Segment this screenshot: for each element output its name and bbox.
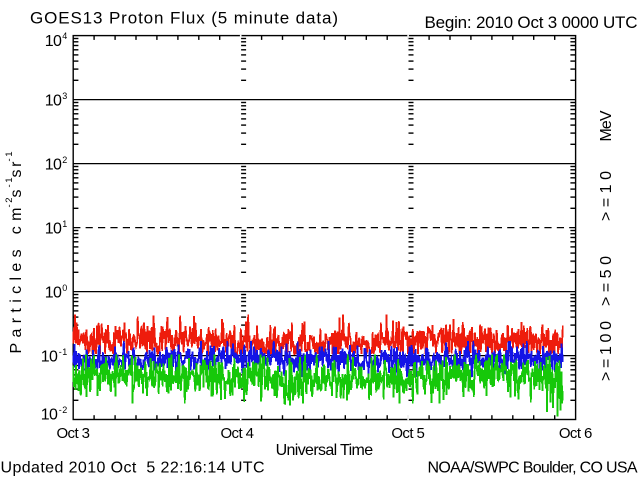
- svg-text:-1: -1: [59, 347, 68, 357]
- svg-text:Oct 4: Oct 4: [220, 425, 254, 442]
- svg-text:-1: -1: [4, 152, 15, 162]
- svg-text:0: 0: [62, 283, 67, 293]
- svg-text:MeV: MeV: [598, 110, 615, 141]
- svg-text:10: 10: [45, 285, 62, 302]
- svg-text:-2: -2: [4, 198, 15, 208]
- svg-text:3: 3: [62, 91, 67, 101]
- svg-text:Particles cm: Particles cm: [8, 208, 25, 354]
- svg-text:Oct 6: Oct 6: [559, 425, 593, 442]
- svg-text:10: 10: [45, 157, 62, 174]
- svg-text:Universal Time: Universal Time: [276, 442, 374, 459]
- svg-text:10: 10: [45, 93, 62, 110]
- svg-text:Oct 5: Oct 5: [391, 425, 425, 442]
- svg-text:Updated 2010 Oct 5 22:16:14 U: Updated 2010 Oct 5 22:16:14 UTC: [1, 460, 265, 477]
- svg-text:NOAA/SWPC Boulder, CO USA: NOAA/SWPC Boulder, CO USA: [428, 460, 638, 477]
- svg-text:1: 1: [62, 219, 67, 229]
- svg-text:Oct 3: Oct 3: [56, 425, 90, 442]
- svg-text:2: 2: [62, 155, 67, 165]
- svg-text:10: 10: [45, 221, 62, 238]
- svg-text:s: s: [8, 190, 25, 198]
- svg-text:>=100: >=100: [598, 321, 615, 381]
- svg-text:4: 4: [62, 31, 67, 41]
- svg-text:10: 10: [41, 407, 58, 424]
- svg-text:GOES13 Proton Flux (5 minute d: GOES13 Proton Flux (5 minute data): [30, 9, 338, 28]
- svg-text:10: 10: [45, 33, 62, 50]
- svg-text:-1: -1: [4, 178, 15, 188]
- svg-text:Begin: 2010 Oct 3 0000 UTC: Begin: 2010 Oct 3 0000 UTC: [425, 13, 638, 32]
- svg-text:10: 10: [41, 349, 58, 366]
- svg-text:-2: -2: [59, 405, 68, 415]
